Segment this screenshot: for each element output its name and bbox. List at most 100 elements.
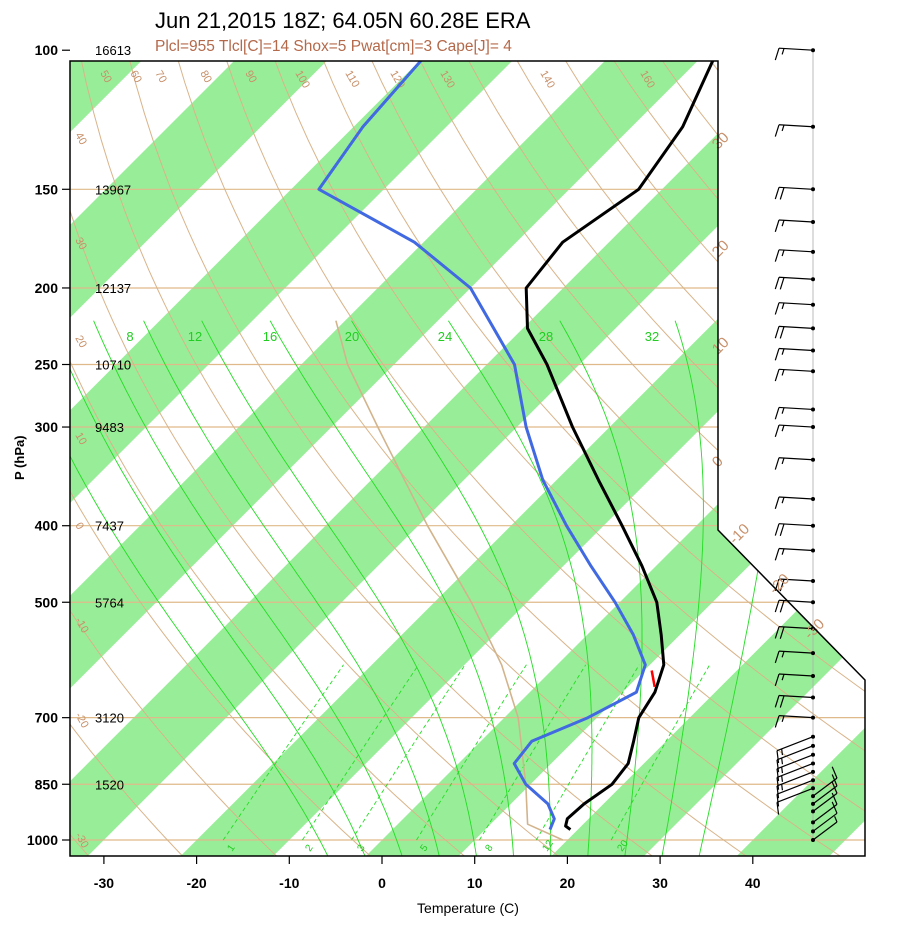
wind-barb-half-flag — [781, 784, 784, 791]
wind-barb-staff — [778, 694, 814, 699]
moist-adiabat — [661, 320, 704, 856]
wind-barb — [776, 752, 815, 782]
moist-adiabat — [93, 320, 403, 856]
dry-adiabat-label: 80 — [197, 69, 214, 86]
wind-barb-flag — [831, 766, 838, 779]
chart-title: Jun 21,2015 18Z; 64.05N 60.28E ERA — [155, 8, 531, 33]
chart-subtitle: Plcl=955 Tlcl[C]=14 Shox=5 Pwat[cm]=3 Ca… — [155, 38, 512, 55]
dry-adiabat — [118, 61, 762, 856]
wind-barb-staff — [778, 406, 814, 411]
x-tick-label: 20 — [560, 875, 576, 891]
wind-barb-half-flag — [781, 124, 785, 132]
wind-barb — [774, 186, 815, 200]
dry-adiabat — [70, 61, 383, 856]
height-label: 13967 — [95, 182, 131, 197]
wind-barb-flag — [774, 407, 780, 420]
wind-barb-staff — [778, 650, 814, 654]
dry-adiabat — [70, 61, 478, 856]
wind-barb-flag — [776, 802, 780, 815]
wind-barb-staff — [778, 47, 814, 51]
wind-barb-staff — [778, 219, 814, 223]
dry-adiabat — [304, 61, 865, 856]
moist-adiabat-label: 20 — [345, 329, 359, 344]
wind-barb-flag — [831, 781, 838, 794]
wind-barb-staff — [776, 779, 814, 795]
y-tick-label: 1000 — [27, 832, 58, 848]
wind-barb — [774, 249, 815, 262]
wind-barb-staff — [776, 787, 814, 803]
y-tick-label: 200 — [35, 280, 59, 296]
wind-barb — [774, 715, 815, 728]
wind-barb-flag — [776, 768, 780, 782]
parcel-profile — [335, 320, 564, 841]
isotherm-band — [534, 61, 865, 856]
wind-barb-staff — [778, 715, 814, 719]
wind-barb-flag — [774, 277, 780, 290]
wind-barb-half-flag — [781, 715, 785, 723]
wind-barb-staff — [778, 547, 814, 552]
wind-barb-flag — [779, 277, 785, 290]
moist-adiabat — [70, 320, 329, 856]
wind-barb — [774, 368, 815, 382]
wind-barb-staff — [778, 325, 814, 329]
wind-barb-staff — [812, 785, 838, 805]
height-label: 1520 — [95, 777, 124, 792]
wind-barb-staff — [778, 368, 814, 372]
wind-barb-flag — [774, 600, 780, 613]
wind-barb-staff — [778, 124, 814, 128]
wind-barb-half-flag — [781, 369, 785, 376]
wind-barb — [776, 734, 815, 764]
wind-barb-staff — [778, 249, 814, 253]
dry-adiabat — [70, 61, 288, 856]
x-tick-label: -30 — [94, 875, 114, 891]
wind-barb — [811, 792, 838, 825]
wind-barb-column — [774, 47, 838, 842]
isotherm-bands — [0, 0, 865, 873]
wind-barb-flag — [831, 792, 838, 805]
y-tick-label: 100 — [35, 42, 59, 58]
dry-adiabat-label: 110 — [342, 69, 361, 90]
mixing-ratio-label: 3 — [355, 842, 367, 853]
mixing-ratio-line — [302, 664, 419, 841]
isotherm-band — [0, 0, 43, 873]
dry-adiabat-label: 20 — [72, 334, 89, 351]
mixing-ratio-label: 2 — [303, 842, 315, 853]
wind-barb-flag — [779, 187, 785, 200]
moist-adiabat-label: 32 — [645, 329, 659, 344]
wind-barb-half-flag — [781, 497, 785, 504]
isotherm-band — [70, 61, 415, 856]
wind-barb — [776, 761, 815, 790]
wind-barb-half-flag — [781, 757, 784, 765]
wind-barb — [774, 406, 815, 420]
dry-adiabat — [444, 61, 865, 856]
dry-adiabat-label: -20 — [72, 711, 90, 731]
moist-adiabat-label: 12 — [188, 329, 202, 344]
height-label: 3120 — [95, 711, 124, 726]
dry-adiabat-label: 60 — [127, 69, 144, 86]
dry-adiabat-label: 50 — [97, 69, 114, 86]
wind-barb — [774, 325, 815, 339]
moist-adiabat-label: 28 — [539, 329, 553, 344]
wind-barb-flag — [774, 695, 780, 708]
x-tick-label: -10 — [279, 875, 299, 891]
wind-barb-dot — [811, 124, 815, 129]
mixing-ratio-line — [416, 664, 527, 841]
plot-border — [69, 60, 866, 857]
wind-barb-flag — [779, 579, 785, 592]
wind-barb-flag — [776, 777, 780, 790]
height-label: 12137 — [95, 281, 131, 296]
x-tick-label: 30 — [652, 875, 668, 891]
wind-barb-flag — [779, 695, 785, 708]
wind-barb — [774, 673, 815, 687]
dry-adiabat — [165, 61, 857, 856]
moist-adiabat — [143, 320, 440, 856]
sounding-profiles — [317, 61, 719, 841]
y-tick-label: 400 — [35, 518, 59, 534]
isotherm-label: 20 — [709, 237, 733, 261]
wind-barb-half-flag — [781, 348, 785, 355]
moist-adiabat — [70, 320, 366, 856]
wind-barb-flag — [774, 457, 780, 470]
dry-adiabat — [351, 61, 865, 856]
wind-barb — [774, 694, 815, 708]
moist-adiabat-label: 24 — [438, 329, 452, 344]
